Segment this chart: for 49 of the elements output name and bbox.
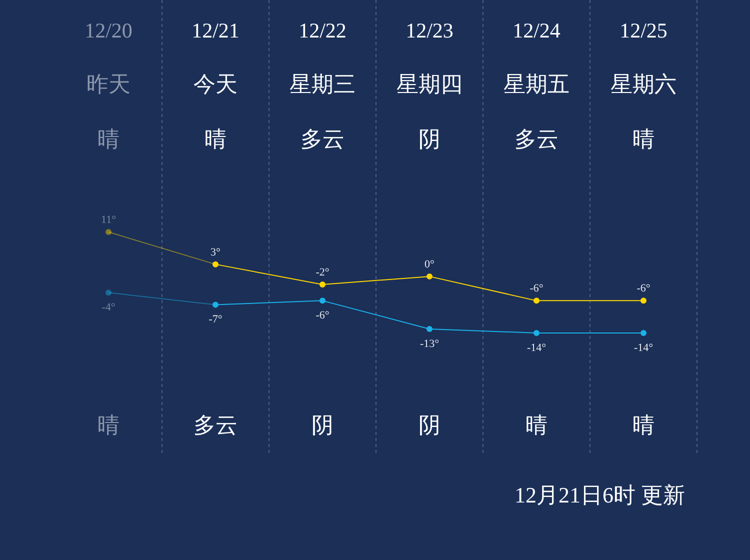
text: 12月21日6时 更新 bbox=[514, 482, 685, 508]
point bbox=[212, 302, 218, 308]
data-label: -6° bbox=[530, 282, 544, 295]
text: 星期四 bbox=[396, 72, 462, 97]
text: 多云 bbox=[514, 126, 558, 152]
x-tick-label: 12/22 bbox=[298, 18, 346, 42]
point bbox=[106, 290, 112, 296]
point bbox=[426, 326, 432, 332]
data-label: -14° bbox=[634, 342, 654, 354]
data-label: -6° bbox=[636, 282, 650, 295]
point bbox=[640, 330, 646, 336]
data-label: -6° bbox=[316, 310, 330, 322]
data-label: 0° bbox=[424, 258, 434, 270]
x-tick-label: 12/23 bbox=[406, 18, 454, 42]
point bbox=[426, 273, 432, 280]
text: 阴 bbox=[312, 412, 334, 438]
text: 晴 bbox=[632, 126, 654, 152]
data-label: -7° bbox=[208, 314, 222, 326]
text: 晴 bbox=[98, 412, 120, 438]
x-tick-label: 12/21 bbox=[192, 18, 240, 42]
data-label: -14° bbox=[526, 342, 546, 354]
text: 星期五 bbox=[504, 72, 570, 97]
data-label: 3° bbox=[210, 246, 220, 258]
text: 多云 bbox=[194, 412, 238, 438]
text: 星期三 bbox=[290, 72, 356, 97]
data-label: -4° bbox=[102, 302, 116, 314]
text: 阴 bbox=[418, 412, 440, 438]
text: 晴 bbox=[98, 126, 120, 152]
text: 阴 bbox=[418, 126, 440, 152]
data-label: -13° bbox=[420, 338, 440, 350]
text: 晴 bbox=[526, 412, 548, 438]
point bbox=[640, 298, 646, 304]
point bbox=[212, 261, 218, 268]
text: 晴 bbox=[632, 412, 654, 438]
point bbox=[534, 330, 540, 336]
point bbox=[534, 298, 540, 304]
point bbox=[320, 282, 326, 288]
text: 晴 bbox=[204, 126, 226, 152]
data-label: 11° bbox=[101, 214, 116, 226]
point bbox=[320, 298, 326, 304]
x-tick-label: 12/25 bbox=[620, 18, 668, 42]
text: 多云 bbox=[300, 126, 344, 152]
x-tick-label: 12/20 bbox=[84, 18, 132, 42]
text: 昨天 bbox=[86, 72, 130, 97]
data-label: -2° bbox=[316, 266, 330, 279]
point bbox=[106, 229, 112, 235]
text: 星期六 bbox=[610, 72, 676, 97]
x-tick-label: 12/24 bbox=[512, 18, 561, 42]
text: 今天 bbox=[194, 72, 238, 97]
